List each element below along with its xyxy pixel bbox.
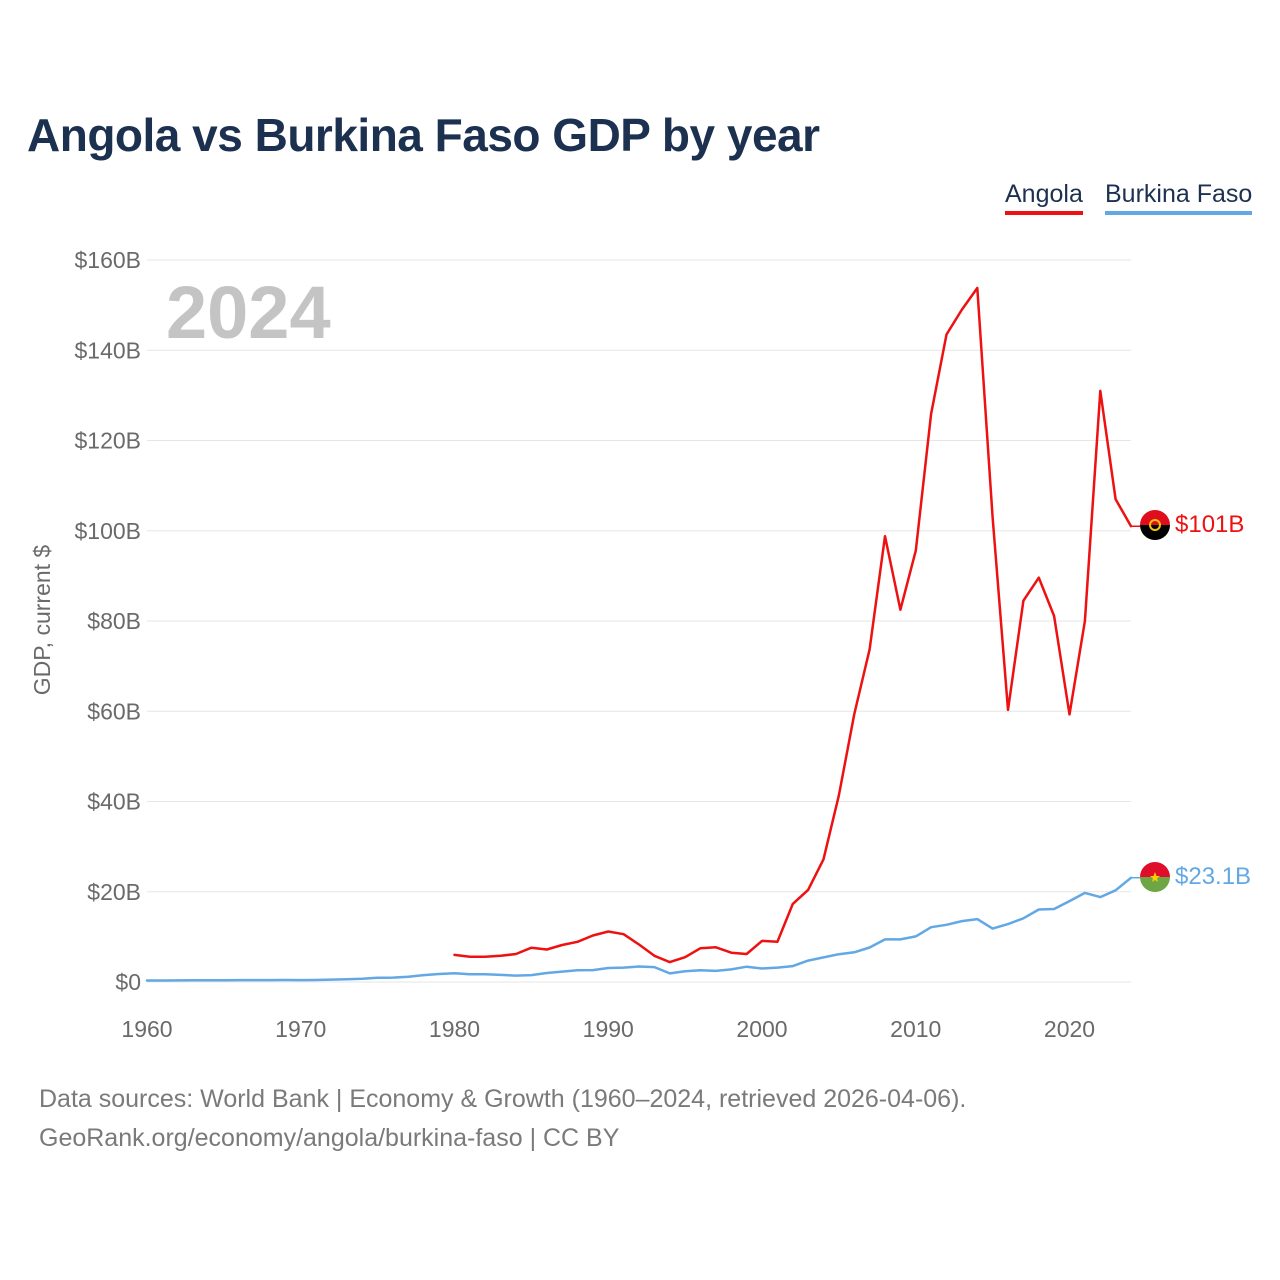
x-tick-label: 1990: [583, 1016, 634, 1042]
x-tick-label: 2000: [736, 1016, 787, 1042]
y-tick-label: $140B: [74, 337, 141, 363]
source-link[interactable]: GeoRank.org/economy/angola/burkina-faso …: [39, 1124, 620, 1152]
series-line-burkina-faso: [145, 876, 1133, 982]
x-axis: 1960 1970 1980 1990 2000 2010 2020: [121, 1016, 1095, 1042]
x-tick-label: 1960: [121, 1016, 172, 1042]
gdp-line-chart: 2024 $0 $20B $40B $60B $80B $100B $120B $140B $1…: [29, 247, 1251, 1042]
y-tick-label: $60B: [87, 698, 141, 724]
flag-burkina-faso-icon: [1140, 862, 1170, 892]
y-tick-label: $100B: [74, 518, 141, 544]
source-note: Data sources: World Bank | Economy & Gro…: [39, 1085, 967, 1113]
x-tick-label: 1970: [275, 1016, 326, 1042]
y-tick-label: $160B: [74, 247, 141, 273]
legend-item-burkina-faso[interactable]: Burkina Faso: [1105, 180, 1253, 215]
flag-angola-icon: [1140, 510, 1170, 540]
x-tick-label: 2010: [890, 1016, 941, 1042]
legend-swatch-burkina-faso: [1105, 211, 1253, 215]
legend-swatch-angola: [1005, 211, 1083, 215]
y-tick-label: $80B: [87, 608, 141, 634]
series-line-angola: [453, 286, 1133, 964]
y-axis-label: GDP, current $: [29, 545, 55, 696]
y-tick-label: $20B: [87, 879, 141, 905]
y-tick-label: $40B: [87, 789, 141, 815]
y-axis: $0 $20B $40B $60B $80B $100B $120B $140B $160B: [74, 247, 141, 995]
legend-label-burkina-faso: Burkina Faso: [1105, 180, 1253, 208]
end-value-label-burkina-faso: $23.1B: [1175, 863, 1251, 890]
end-value-label-angola: $101B: [1175, 511, 1244, 538]
y-tick-label: $120B: [74, 428, 141, 454]
grid-lines: [147, 259, 1131, 983]
x-tick-label: 2020: [1044, 1016, 1095, 1042]
chart-title: Angola vs Burkina Faso GDP by year: [27, 109, 820, 161]
x-tick-label: 1980: [429, 1016, 480, 1042]
y-tick-label: $0: [115, 969, 141, 995]
series-lines: [145, 286, 1140, 982]
legend-item-angola[interactable]: Angola: [1005, 180, 1083, 215]
legend-label-angola: Angola: [1005, 180, 1083, 208]
year-watermark: 2024: [166, 271, 331, 354]
